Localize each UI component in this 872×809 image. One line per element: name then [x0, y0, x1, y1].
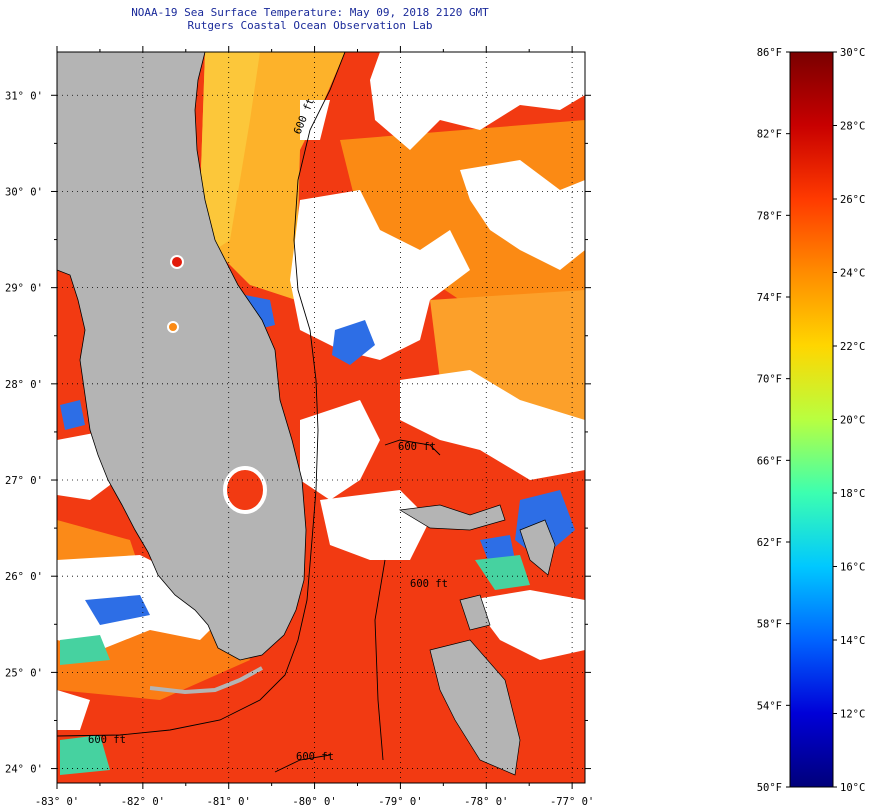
sst-map-figure: 600 ft 600 ft 600 ft 600 ft 600 ft 31° 0… [0, 0, 872, 809]
lon-tick-label: -82° 0' [121, 796, 165, 808]
lon-tick-label: -80° 0' [292, 796, 336, 808]
colorbar-c-label: 22°C [840, 341, 865, 353]
colorbar-f-label: 58°F [757, 619, 782, 631]
colorbar-c-label: 24°C [840, 268, 865, 280]
inland-lake [168, 322, 178, 332]
lat-tick-label: 28° 0' [5, 379, 43, 391]
lat-tick-label: 25° 0' [5, 667, 43, 679]
colorbar-c-label: 12°C [840, 709, 865, 721]
lat-tick-label: 27° 0' [5, 475, 43, 487]
colorbar-f-label: 54°F [757, 700, 782, 712]
colorbar-f-label: 62°F [757, 537, 782, 549]
colorbar-f-label: 86°F [757, 47, 782, 59]
colorbar-c-label: 14°C [840, 635, 865, 647]
map-panel[interactable] [57, 52, 585, 783]
lon-tick-label: -78° 0' [464, 796, 508, 808]
colorbar-c-label: 28°C [840, 121, 865, 133]
isobath-label: 600 ft [88, 734, 126, 746]
colorbar-c-label: 10°C [840, 782, 865, 794]
isobath-label: 600 ft [410, 578, 448, 590]
colorbar-c-label: 18°C [840, 488, 865, 500]
lake-okeechobee [225, 468, 265, 512]
colorbar-c-label: 26°C [840, 194, 865, 206]
colorbar-f-label: 74°F [757, 292, 782, 304]
temperature-colorbar [790, 52, 833, 787]
isobath-label: 600 ft [296, 751, 334, 763]
lat-tick-label: 29° 0' [5, 283, 43, 295]
inland-lake [171, 256, 183, 268]
lat-tick-label: 30° 0' [5, 186, 43, 198]
colorbar-c-label: 16°C [840, 562, 865, 574]
colorbar-f-label: 50°F [757, 782, 782, 794]
lon-tick-label: -79° 0' [378, 796, 422, 808]
colorbar-c-label: 30°C [840, 47, 865, 59]
colorbar-f-label: 70°F [757, 374, 782, 386]
lon-tick-label: -77° 0' [550, 796, 594, 808]
isobath-label: 600 ft [398, 441, 436, 453]
lon-tick-label: -83° 0' [35, 796, 79, 808]
lon-tick-label: -81° 0' [207, 796, 251, 808]
lat-tick-label: 24° 0' [5, 764, 43, 776]
colorbar-c-label: 20°C [840, 415, 865, 427]
colorbar-f-label: 82°F [757, 129, 782, 141]
lat-tick-label: 31° 0' [5, 90, 43, 102]
colorbar-f-label: 66°F [757, 455, 782, 467]
colorbar-f-label: 78°F [757, 210, 782, 222]
lat-tick-label: 26° 0' [5, 571, 43, 583]
